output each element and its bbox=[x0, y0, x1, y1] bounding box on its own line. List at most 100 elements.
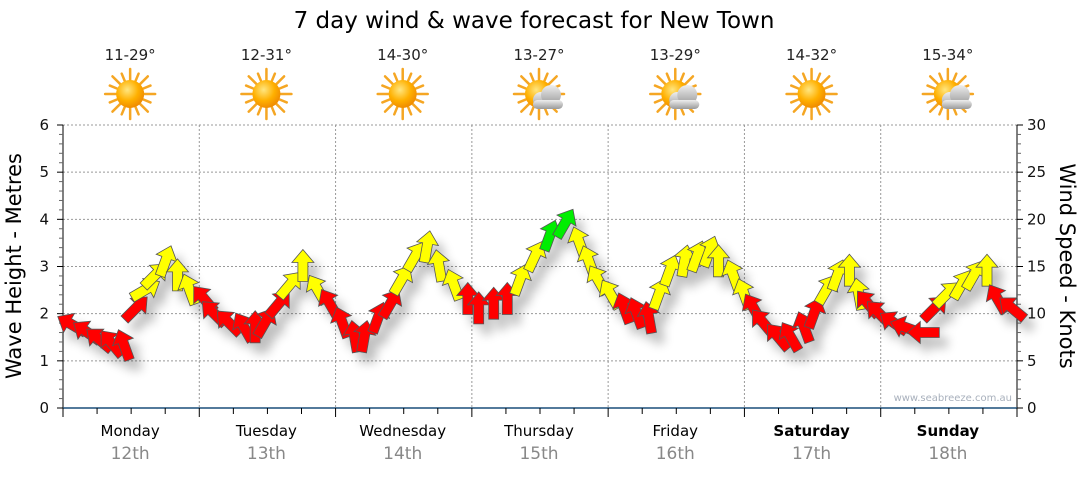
date-label: 15th bbox=[519, 444, 558, 464]
day-header-saturday: 14-32° Saturday 17th bbox=[773, 46, 850, 464]
sun-ray bbox=[819, 101, 831, 113]
sun-disc bbox=[116, 80, 145, 108]
day-label: Wednesday bbox=[359, 422, 446, 440]
sun-ray bbox=[938, 72, 945, 84]
watermark: www.seabreeze.com.au bbox=[894, 393, 1012, 404]
wind-arrow bbox=[415, 230, 440, 264]
date-label: 13th bbox=[247, 444, 286, 464]
right-tick-label: 15 bbox=[1027, 258, 1046, 276]
sun-ray bbox=[270, 104, 277, 116]
right-tick-label: 5 bbox=[1027, 352, 1037, 370]
sun-ray bbox=[789, 84, 801, 91]
sunny-icon bbox=[240, 67, 293, 121]
sun-ray bbox=[133, 72, 140, 84]
sun-ray bbox=[256, 72, 263, 84]
chart-title: 7 day wind & wave forecast for New Town bbox=[294, 8, 775, 34]
sun-ray bbox=[410, 101, 422, 113]
temperature-range: 13-27° bbox=[513, 46, 564, 64]
sun-ray bbox=[529, 104, 536, 116]
sun-ray bbox=[111, 101, 123, 113]
day-header-sunday: 15-34° Sunday 18th bbox=[917, 46, 980, 464]
sun-ray bbox=[247, 75, 259, 87]
sun-ray bbox=[926, 97, 938, 104]
sun-ray bbox=[244, 97, 256, 104]
left-axis-label: Wave Height - Metres bbox=[2, 153, 26, 379]
sun-ray bbox=[517, 84, 529, 91]
left-tick-label: 1 bbox=[39, 352, 49, 370]
sun-ray bbox=[138, 101, 150, 113]
left-tick-label: 4 bbox=[39, 210, 49, 228]
sun-ray bbox=[789, 97, 801, 104]
sun-ray bbox=[381, 97, 392, 104]
sun-ray bbox=[120, 104, 127, 116]
sun-ray bbox=[406, 104, 413, 116]
day-label: Friday bbox=[653, 422, 699, 440]
temperature-range: 12-31° bbox=[241, 46, 292, 64]
sun-ray bbox=[244, 84, 256, 91]
sun-ray bbox=[801, 104, 808, 116]
wind-arrow bbox=[523, 241, 547, 274]
day-header-tuesday: 12-31° Tuesday 13th bbox=[235, 46, 297, 464]
sun-ray bbox=[383, 75, 395, 87]
day-label: Thursday bbox=[503, 422, 574, 440]
sun-ray bbox=[410, 75, 422, 87]
right-tick-label: 0 bbox=[1027, 399, 1037, 417]
sun-ray bbox=[274, 75, 286, 87]
day-header-monday: 11-29° Monday 12th bbox=[101, 46, 160, 464]
wind-arrow bbox=[111, 329, 135, 363]
cloud-icon bbox=[533, 85, 563, 109]
left-tick-label: 0 bbox=[39, 399, 49, 417]
sun-ray bbox=[247, 101, 259, 113]
date-label: 12th bbox=[111, 444, 150, 464]
right-axis-label: Wind Speed - Knots bbox=[1055, 163, 1079, 368]
sun-ray bbox=[406, 72, 413, 84]
day-label: Monday bbox=[101, 422, 160, 440]
wind-arrow bbox=[778, 322, 804, 354]
left-tick-label: 5 bbox=[39, 163, 49, 181]
sun-ray bbox=[256, 104, 263, 116]
sun-disc bbox=[388, 80, 417, 108]
right-tick-label: 20 bbox=[1027, 210, 1046, 228]
wind-arrow bbox=[216, 310, 245, 338]
wind-arrow bbox=[291, 248, 315, 282]
sun-ray bbox=[138, 75, 150, 87]
sun-ray bbox=[928, 101, 940, 113]
sun-ray bbox=[546, 75, 558, 87]
sun-ray bbox=[517, 97, 529, 104]
sun-ray bbox=[108, 84, 120, 91]
grid-lines bbox=[63, 124, 1017, 408]
day-label: Sunday bbox=[917, 422, 980, 440]
sun-ray bbox=[133, 104, 140, 116]
cloud-icon bbox=[669, 85, 700, 109]
sun-ray bbox=[520, 101, 532, 113]
wind-arrow bbox=[803, 297, 827, 331]
sun-ray bbox=[938, 104, 945, 116]
wind-arrow bbox=[120, 296, 148, 324]
partly-cloudy-icon bbox=[921, 67, 975, 121]
sun-ray bbox=[801, 72, 808, 84]
wind-arrow bbox=[648, 278, 671, 312]
cloud-icon bbox=[941, 85, 972, 109]
sun-ray bbox=[679, 72, 685, 84]
day-header-wednesday: 14-30° Wednesday 14th bbox=[359, 46, 446, 464]
left-tick-label: 6 bbox=[39, 116, 49, 134]
day-label: Saturday bbox=[773, 422, 850, 440]
left-tick-label: 3 bbox=[39, 258, 49, 276]
date-label: 14th bbox=[383, 444, 422, 464]
sun-ray bbox=[120, 72, 127, 84]
day-header-friday: 13-29° Friday 16th bbox=[649, 46, 702, 464]
sun-ray bbox=[653, 97, 665, 104]
wind-arrow bbox=[165, 258, 190, 292]
sun-ray bbox=[822, 97, 834, 104]
sun-ray bbox=[393, 104, 399, 116]
sun-ray bbox=[822, 84, 834, 91]
temperature-range: 13-29° bbox=[650, 46, 701, 64]
wind-arrow bbox=[552, 208, 577, 241]
cloud-base bbox=[941, 100, 972, 109]
sun-ray bbox=[111, 75, 123, 87]
sun-ray bbox=[381, 84, 392, 91]
sun-ray bbox=[274, 101, 286, 113]
cloud-base bbox=[533, 100, 563, 109]
wind-arrow bbox=[509, 264, 532, 297]
